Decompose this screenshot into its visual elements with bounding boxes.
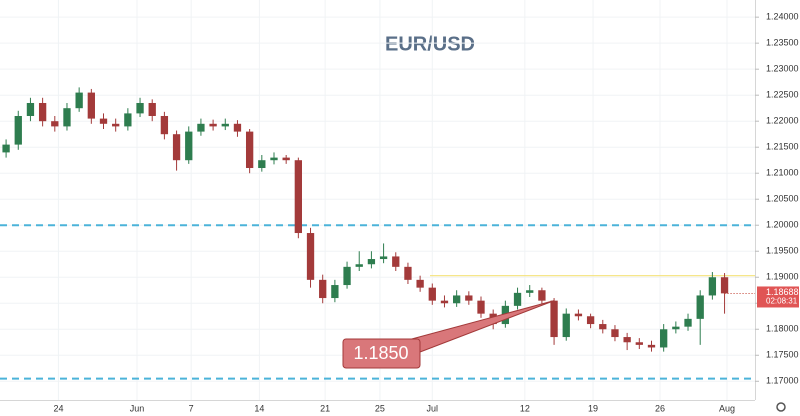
- x-tick-label: 14: [254, 403, 264, 413]
- candle-body: [270, 157, 278, 161]
- y-tick-label: 1.19000: [766, 272, 799, 282]
- candle-body: [51, 121, 59, 127]
- candle-body: [416, 279, 424, 288]
- candle-body: [440, 300, 449, 304]
- candle-body: [635, 342, 643, 345]
- x-tick-label: 26: [655, 403, 665, 413]
- candle-body: [526, 290, 534, 293]
- y-tick-label: 1.22000: [766, 116, 799, 126]
- candle-body: [428, 287, 436, 301]
- last-price-label: 1.18688: [766, 287, 799, 297]
- candle-body: [647, 344, 656, 348]
- y-tick-label: 1.18000: [766, 324, 799, 334]
- chart-title: EUR/USD: [385, 33, 475, 55]
- x-tick-label: 25: [375, 403, 385, 413]
- candle-body: [379, 256, 388, 260]
- candle-body: [185, 131, 193, 161]
- y-tick-label: 1.19500: [766, 246, 799, 256]
- candle-body: [355, 264, 363, 267]
- candle-body: [696, 295, 704, 319]
- y-tick-label: 1.23500: [766, 38, 799, 48]
- candle-body: [197, 123, 205, 132]
- y-tick-label: 1.21000: [766, 168, 799, 178]
- candle-body: [720, 277, 729, 294]
- candle-body: [245, 131, 254, 169]
- x-tick-label: 24: [53, 403, 63, 413]
- candle-body: [684, 318, 692, 327]
- candle-body: [99, 118, 108, 124]
- candle-body: [306, 233, 315, 280]
- candle-body: [611, 329, 619, 338]
- settings-icon[interactable]: [776, 402, 786, 412]
- candle-body: [550, 300, 558, 338]
- countdown-label: 02:08:31: [766, 297, 798, 306]
- candle-body: [477, 300, 485, 314]
- candle-body: [160, 115, 169, 135]
- candle-body: [708, 277, 717, 296]
- candle-body: [404, 266, 412, 280]
- candle-body: [148, 102, 156, 116]
- candle-body: [233, 123, 242, 132]
- candle-body: [562, 313, 570, 338]
- candle-body: [75, 92, 83, 109]
- y-tick-label: 1.17500: [766, 350, 799, 360]
- candle-body: [258, 160, 266, 169]
- y-tick-label: 1.17000: [766, 376, 799, 386]
- candle-body: [124, 113, 132, 127]
- y-tick-label: 1.24000: [766, 12, 799, 22]
- candle-body: [38, 102, 47, 122]
- y-tick-label: 1.21500: [766, 142, 799, 152]
- x-tick-label: Aug: [719, 403, 735, 413]
- candle-body: [660, 329, 668, 348]
- candle-body: [221, 123, 229, 127]
- candle-body: [2, 144, 10, 153]
- candle-body: [319, 279, 327, 299]
- y-tick-label: 1.22500: [766, 90, 799, 100]
- x-tick-label: Jun: [130, 403, 145, 413]
- x-tick-label: 19: [588, 403, 598, 413]
- candle-body: [209, 123, 217, 127]
- candle-body: [392, 256, 400, 267]
- candle-body: [343, 266, 351, 286]
- candle-body: [623, 337, 631, 343]
- candle-body: [26, 102, 35, 116]
- candle-body: [136, 102, 144, 114]
- candle-body: [87, 92, 95, 119]
- x-tick-label: Jul: [427, 403, 439, 413]
- candle-body: [453, 295, 461, 304]
- candle-body: [574, 313, 583, 317]
- candle-body: [538, 290, 546, 301]
- x-tick-label: 7: [189, 403, 194, 413]
- y-tick-label: 1.20000: [766, 220, 799, 230]
- candle-body: [513, 292, 522, 306]
- candle-body: [367, 259, 376, 265]
- callout-label: 1.1850: [353, 343, 408, 363]
- candle-body: [112, 123, 120, 127]
- y-tick-label: 1.23000: [766, 64, 799, 74]
- candle-body: [465, 295, 473, 301]
- x-tick-label: 21: [320, 403, 330, 413]
- candle-body: [599, 324, 607, 330]
- candle-body: [331, 285, 339, 299]
- candle-body: [282, 157, 290, 161]
- candle-body: [294, 160, 302, 234]
- x-tick-label: 12: [520, 403, 530, 413]
- last-price-tag: [757, 286, 799, 308]
- candle-body: [63, 108, 71, 127]
- y-tick-label: 1.20500: [766, 194, 799, 204]
- callout-box: [342, 338, 421, 369]
- candle-body: [672, 326, 680, 330]
- candle-body: [14, 115, 22, 145]
- candle-body: [586, 316, 595, 325]
- candle-body: [172, 134, 181, 161]
